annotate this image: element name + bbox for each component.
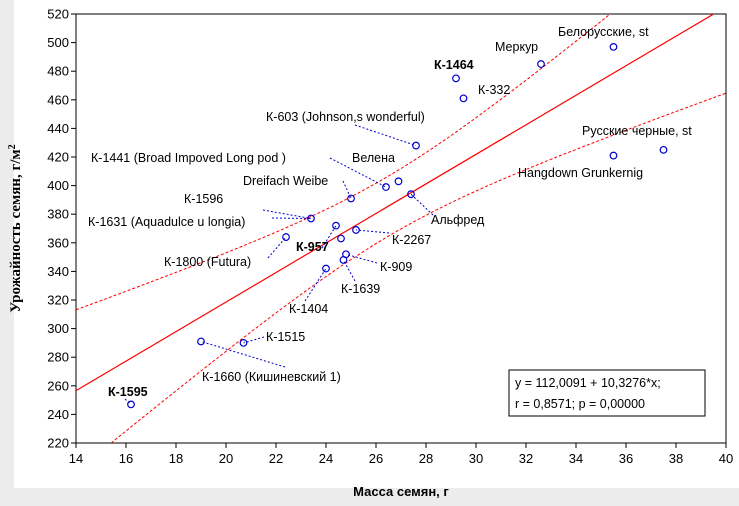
annotation-leader [124, 398, 132, 405]
annotation-leader [342, 180, 352, 199]
x-tick-label: 14 [69, 451, 83, 466]
x-tick-label: 26 [369, 451, 383, 466]
y-tick-label: 240 [47, 407, 69, 422]
y-tick-label: 520 [47, 7, 69, 22]
data-point [459, 94, 468, 103]
x-tick-label: 38 [669, 451, 683, 466]
annotation-label: К-1404 [289, 302, 328, 316]
data-point [347, 194, 355, 203]
y-tick-label: 440 [47, 121, 69, 136]
annotation-label: Hangdown Grunkernig [518, 166, 643, 180]
annotation-label: К-603 (Johnson,s wonderful) [266, 110, 425, 124]
annotation-leader [200, 340, 286, 368]
data-point [394, 177, 403, 186]
annotation-label: Dreifach Weibe [243, 174, 328, 188]
x-tick-label: 18 [169, 451, 183, 466]
x-tick-label: 34 [569, 451, 583, 466]
annotation-leader [321, 225, 337, 249]
x-tick-label: 40 [719, 451, 733, 466]
y-tick-label: 480 [47, 64, 69, 79]
stats-box [508, 369, 706, 417]
annotation-label: К-909 [380, 260, 412, 274]
confidence-band-lower [110, 92, 726, 443]
y-tick-label: 380 [47, 207, 69, 222]
data-point [197, 337, 205, 346]
annotation-label: К-1441 (Broad Impoved Long pod ) [91, 151, 286, 165]
annotation-leader [262, 209, 312, 219]
annotation-label: Русские черные, st [582, 124, 692, 138]
y-tick-label: 300 [47, 321, 69, 336]
annotation-leader [355, 229, 390, 234]
data-point [307, 214, 315, 223]
data-point [537, 60, 545, 68]
annotation-label: К-1800 (Futura) [164, 255, 251, 269]
annotation-label: К-1631 (Aquadulce u longia) [88, 215, 245, 229]
annotation-leader [267, 236, 287, 259]
annotation-label: К-332 [478, 83, 510, 97]
y-axis-title-superscript: 2 [7, 144, 18, 149]
x-tick-label: 24 [319, 451, 333, 466]
annotation-label: К-1660 (Кишиневский 1) [202, 370, 341, 384]
regression-equation: y = 112,0091 + 10,3276*x; [515, 376, 661, 390]
y-tick-label: 500 [47, 35, 69, 50]
y-tick-label: 280 [47, 350, 69, 365]
data-point [609, 42, 618, 51]
annotation-label: К-957 [296, 240, 329, 254]
confidence-band-upper [76, 14, 611, 311]
y-tick-label: 220 [47, 436, 69, 451]
data-point [282, 233, 290, 241]
data-point [407, 190, 415, 199]
x-tick-label: 22 [269, 451, 283, 466]
bottom-gutter [14, 488, 739, 506]
annotation-label: Альфред [431, 213, 485, 227]
annotation-leader [345, 253, 378, 264]
regression-line [76, 14, 715, 392]
annotation-leader [354, 124, 417, 147]
annotation-label: Велена [352, 151, 395, 165]
x-axis-title: Масса семян, г [353, 484, 449, 499]
annotation-label: К-2267 [392, 233, 431, 247]
annotation-label: Меркур [495, 40, 538, 54]
annotation-leader [410, 193, 434, 216]
correlation-stats: r = 0,8571; p = 0,00000 [515, 397, 645, 411]
x-tick-label: 16 [119, 451, 133, 466]
data-point [127, 400, 135, 409]
y-tick-label: 360 [47, 235, 69, 250]
annotation-label: К-1596 [184, 192, 223, 206]
annotation-leader [329, 157, 387, 188]
y-tick-label: 340 [47, 264, 69, 279]
data-point [609, 151, 618, 160]
data-point [382, 183, 390, 191]
x-tick-label: 36 [619, 451, 633, 466]
annotation-label: К-1515 [266, 330, 305, 344]
annotation-leader [243, 336, 265, 344]
data-point [452, 74, 460, 83]
x-tick-label: 32 [519, 451, 533, 466]
x-tick-label: 28 [419, 451, 433, 466]
data-point [332, 221, 340, 230]
left-gutter [0, 0, 14, 506]
y-tick-label: 320 [47, 293, 69, 308]
x-tick-label: 30 [469, 451, 483, 466]
annotation-label: К-1639 [341, 282, 380, 296]
annotation-leader [304, 268, 327, 302]
y-tick-label: 400 [47, 178, 69, 193]
y-tick-label: 460 [47, 92, 69, 107]
data-point [342, 250, 350, 259]
data-point [337, 234, 345, 243]
data-point [322, 264, 330, 273]
annotation-label: К-1595 [108, 385, 148, 399]
data-point [239, 339, 248, 347]
y-tick-label: 420 [47, 150, 69, 165]
annotation-label: К-1464 [434, 58, 474, 72]
data-point [659, 145, 668, 154]
y-tick-label: 260 [47, 378, 69, 393]
y-axis-title: Урожайность семян, г/м2 [7, 144, 25, 312]
x-tick-label: 20 [219, 451, 233, 466]
plot-content [76, 14, 726, 443]
annotation-label: Белорусские, st [558, 25, 649, 39]
data-point [412, 141, 420, 150]
